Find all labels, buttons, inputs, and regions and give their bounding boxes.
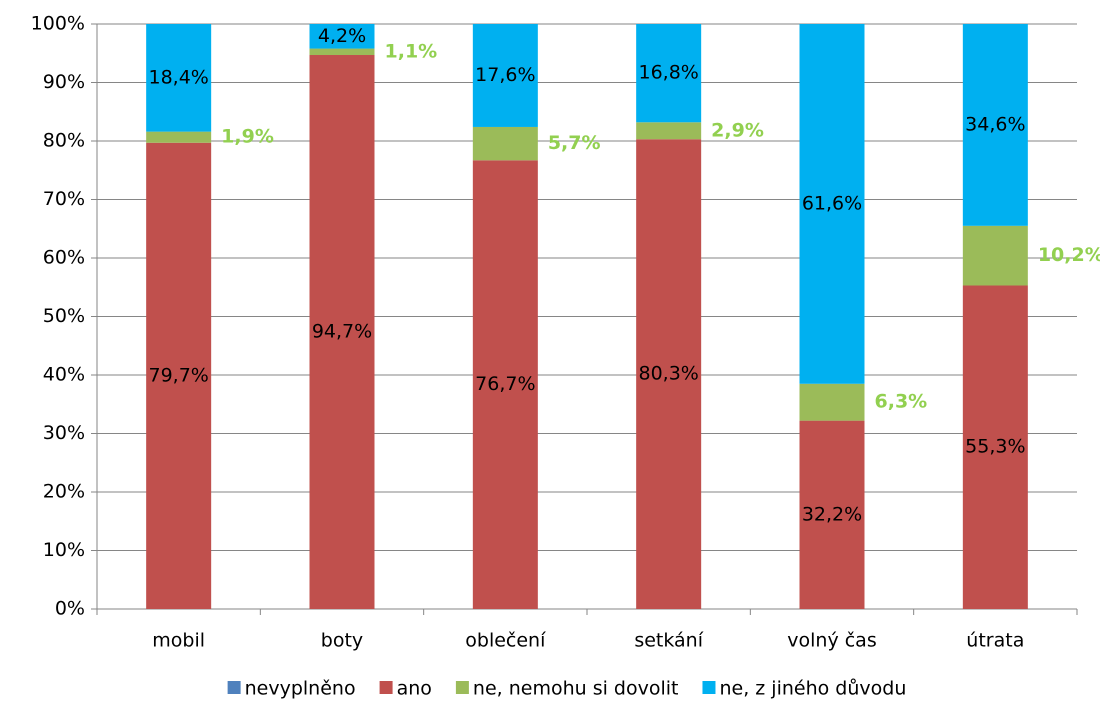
bar-segment xyxy=(799,383,865,421)
data-label: 1,1% xyxy=(385,40,438,62)
data-label: 5,7% xyxy=(548,132,601,154)
y-tick-label: 90% xyxy=(43,71,85,93)
x-tick-label: mobil xyxy=(152,630,205,652)
legend: nevyplněno ano ne, nemohu si dovolit ne, z … xyxy=(227,678,906,700)
y-tick-label: 20% xyxy=(43,481,85,503)
bar-segment xyxy=(636,24,702,123)
legend-label: ne, z jiného důvodu xyxy=(719,678,906,700)
bar-segment xyxy=(962,225,1028,286)
data-label: 2,9% xyxy=(711,119,764,141)
data-label: 80,3% xyxy=(638,363,698,385)
data-label: 16,8% xyxy=(638,62,698,84)
bar-segment xyxy=(146,24,212,132)
data-label: 4,2% xyxy=(318,25,366,47)
bar-segment xyxy=(962,24,1028,226)
bars xyxy=(146,24,1028,609)
y-tick-label: 30% xyxy=(43,422,85,444)
legend-label: ano xyxy=(397,678,432,700)
y-tick-label: 0% xyxy=(55,598,85,620)
data-label: 76,7% xyxy=(475,373,535,395)
x-tick-label: volný čas xyxy=(787,630,876,652)
bar-segment xyxy=(472,24,538,127)
data-label: 6,3% xyxy=(875,391,928,413)
data-label: 61,6% xyxy=(802,192,862,214)
legend-swatch xyxy=(379,681,393,694)
bar-segment xyxy=(799,420,865,609)
x-tick-label: boty xyxy=(321,630,363,652)
x-tick-label: oblečení xyxy=(465,630,546,652)
y-tick-label: 50% xyxy=(43,305,85,327)
legend-label: ne, nemohu si dovolit xyxy=(473,678,679,700)
bar-segment xyxy=(472,160,538,609)
y-tick-label: 10% xyxy=(43,539,85,561)
legend-swatch xyxy=(455,681,469,694)
data-label: 10,2% xyxy=(1038,244,1100,266)
y-tick-label: 60% xyxy=(43,247,85,269)
bar-segment xyxy=(962,285,1028,609)
data-label: 18,4% xyxy=(148,66,208,88)
y-tick-label: 40% xyxy=(43,364,85,386)
bar-segment xyxy=(146,131,212,143)
data-label: 1,9% xyxy=(221,126,274,148)
bar-segment xyxy=(636,139,702,609)
bar-segment xyxy=(309,55,375,609)
data-label: 32,2% xyxy=(802,503,862,525)
bar-segment xyxy=(309,48,375,56)
y-tick-label: 70% xyxy=(43,188,85,210)
data-label: 79,7% xyxy=(148,364,208,386)
legend-swatch xyxy=(227,681,241,694)
x-tick-label: útrata xyxy=(966,630,1024,652)
bar-segment xyxy=(799,24,865,384)
data-label: 17,6% xyxy=(475,64,535,86)
x-tick-label: setkání xyxy=(634,630,703,652)
y-tick-label: 80% xyxy=(43,130,85,152)
bar-segment xyxy=(472,126,538,161)
data-label: 34,6% xyxy=(965,113,1025,135)
legend-label: nevyplněno xyxy=(245,678,356,700)
legend-swatch xyxy=(702,681,716,694)
data-label: 55,3% xyxy=(965,436,1025,458)
bar-segment xyxy=(146,142,212,609)
bar-segment xyxy=(636,122,702,140)
data-label: 94,7% xyxy=(312,321,372,343)
y-tick-label: 100% xyxy=(31,13,85,35)
bar-segment xyxy=(309,24,375,49)
